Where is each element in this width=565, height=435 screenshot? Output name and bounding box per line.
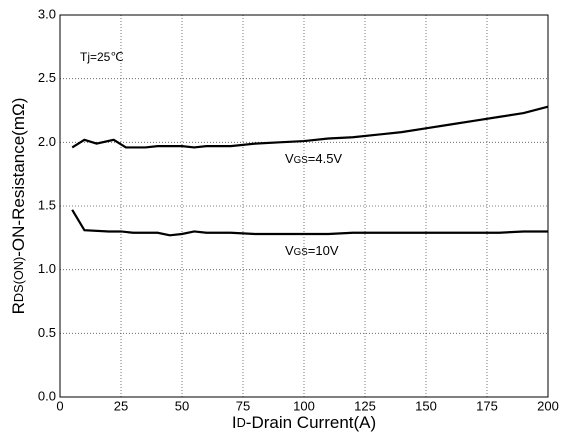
y-axis-label: RDS(ON)-ON-Resistance(mΩ): [9, 98, 28, 315]
annotation-rest: =4.5V: [308, 151, 343, 166]
y-tick-label: 0.0: [38, 388, 56, 403]
y-tick-label: 3.0: [38, 6, 56, 21]
y-tick-label: 0.5: [38, 325, 56, 340]
x-tick-label: 75: [236, 398, 250, 413]
x-axis-label-sub: D: [237, 415, 246, 430]
annotation-main: V: [285, 243, 294, 258]
annotation: Tj=25℃: [80, 50, 124, 64]
x-tick-label: 125: [354, 398, 376, 413]
annotation-sub: GS: [294, 155, 309, 166]
y-tick-label: 2.0: [38, 134, 56, 149]
y-tick-label: 1.0: [38, 261, 56, 276]
x-axis-label-rest: -Drain Current(A): [246, 413, 376, 432]
x-axis-label: ID-Drain Current(A): [232, 413, 376, 432]
y-axis-label-main: R: [9, 302, 28, 314]
x-tick-label: 50: [175, 398, 189, 413]
data-line: [71, 105, 549, 149]
annotation-main: V: [285, 151, 294, 166]
x-axis-label-main: I: [232, 413, 237, 432]
x-tick-label: 175: [476, 398, 498, 413]
y-tick-label: 1.5: [38, 197, 56, 212]
y-axis-label-rest: -ON-Resistance(mΩ): [9, 98, 28, 257]
y-tick-label: 2.5: [38, 70, 56, 85]
x-tick-label: 200: [537, 398, 559, 413]
x-tick-label: 0: [56, 398, 63, 413]
annotation: VGS=10V: [285, 243, 339, 258]
annotation-rest: =10V: [308, 243, 339, 258]
x-tick-label: 100: [293, 398, 315, 413]
annotation: VGS=4.5V: [285, 151, 342, 166]
data-line: [71, 209, 548, 237]
annotation-main: Tj=25℃: [80, 50, 124, 64]
y-axis-label-sub: DS(ON): [11, 257, 26, 302]
annotation-sub: GS: [294, 247, 309, 258]
plot-frame: [59, 14, 549, 398]
x-tick-label: 150: [415, 398, 437, 413]
x-tick-label: 25: [114, 398, 128, 413]
